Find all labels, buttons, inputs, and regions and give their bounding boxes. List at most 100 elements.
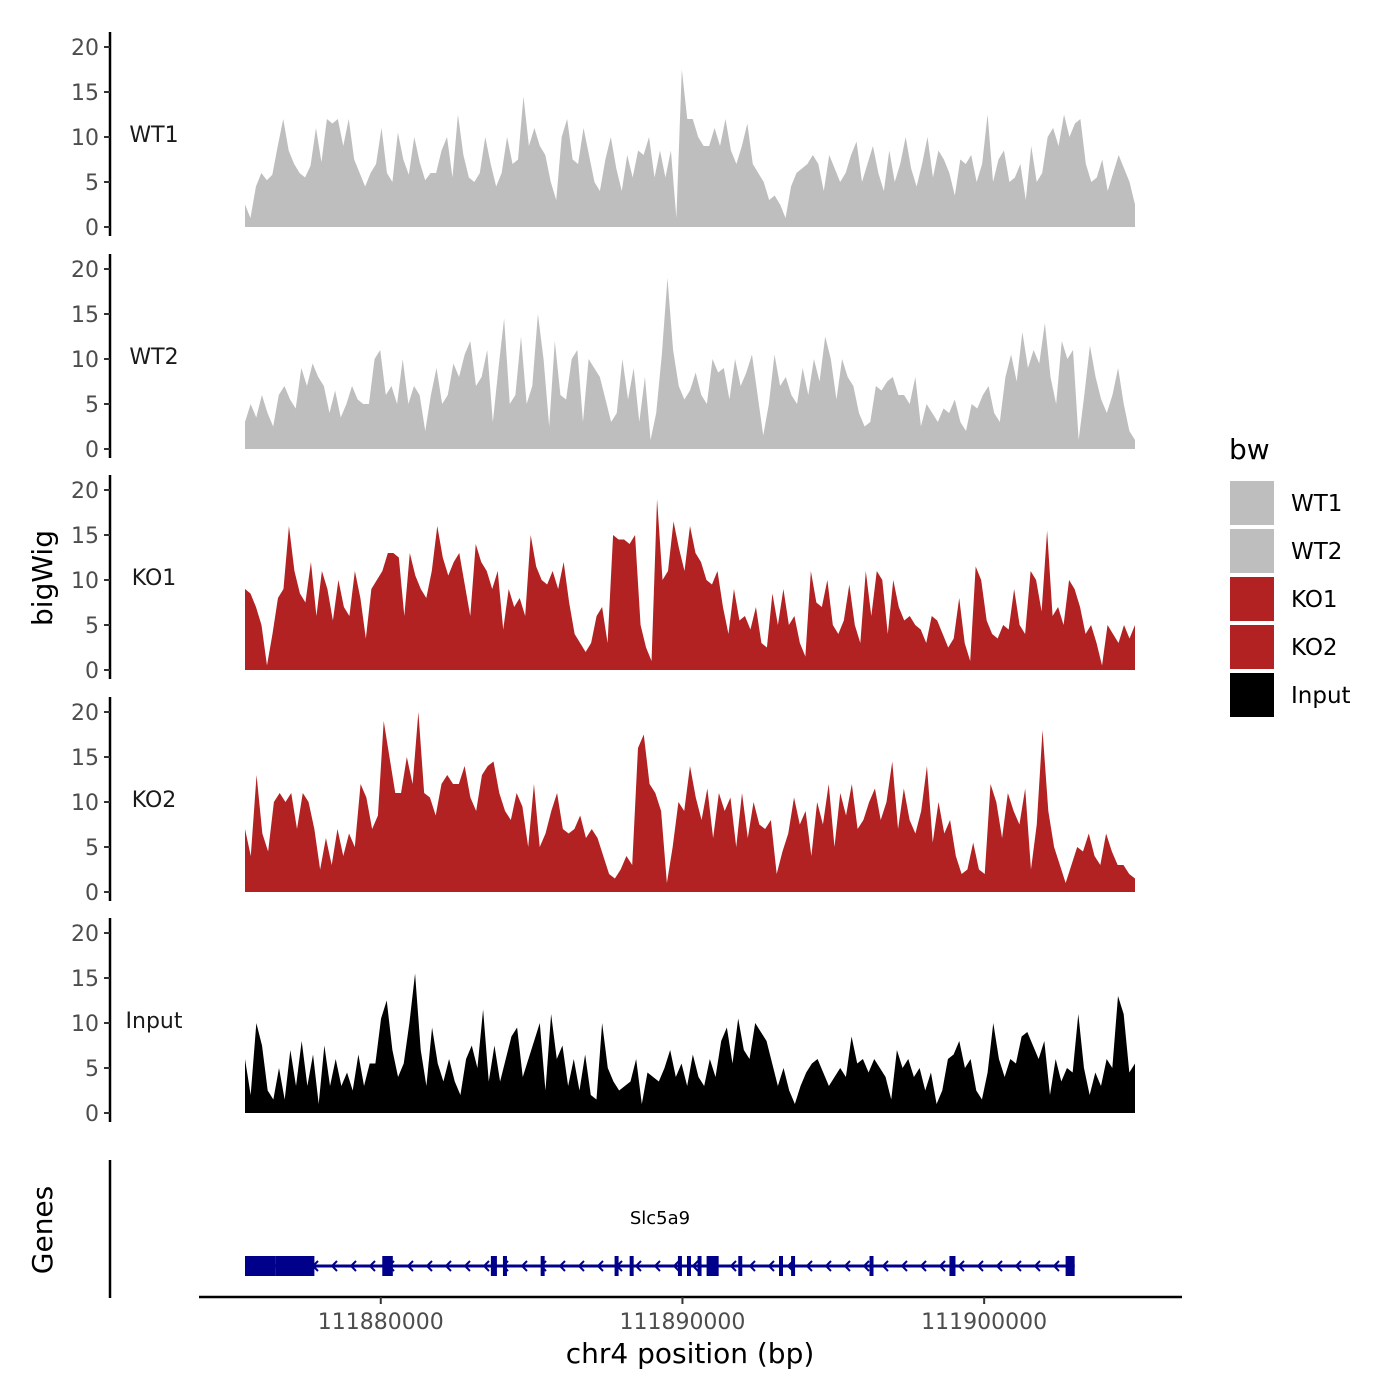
y-tick-label: 10 [71, 126, 99, 151]
strand-arrow [577, 1260, 585, 1272]
y-tick-label: 0 [85, 881, 99, 906]
track-input: 0 5 10 15 20 Input [71, 918, 1135, 1127]
x-tick-label: 111880000 [318, 1310, 444, 1335]
exon [245, 1256, 276, 1276]
strand-arrow [691, 1260, 699, 1272]
strand-arrow [824, 1260, 832, 1272]
y-axis-title-genes: Genes [26, 1186, 59, 1274]
coverage-area-input [245, 973, 1135, 1113]
strand-arrow [938, 1260, 946, 1272]
y-tick-label: 0 [85, 659, 99, 684]
coverage-area-ko1 [245, 499, 1135, 670]
track-wt2: 0 5 10 15 20 WT2 [71, 254, 1135, 463]
legend-label-input: Input [1291, 683, 1351, 709]
gene-track: Slc5a9 [108, 1160, 1075, 1298]
strand-arrow [520, 1260, 528, 1272]
exon [677, 1256, 682, 1276]
track-label-input: Input [126, 1009, 183, 1034]
y-axis-title-bigwig: bigWig [26, 530, 59, 626]
y-tick-label: 5 [85, 1057, 99, 1082]
strand-arrow [425, 1260, 433, 1272]
y-tick-label: 15 [71, 303, 99, 328]
y-tick-label: 5 [85, 836, 99, 861]
legend: bw WT1 WT2 KO1 KO2 Input [1228, 433, 1351, 719]
strand-arrow [767, 1260, 775, 1272]
strand-arrow [482, 1260, 490, 1272]
strand-arrow [349, 1260, 357, 1272]
legend-label-wt2: WT2 [1291, 539, 1342, 565]
y-tick-label: 10 [71, 348, 99, 373]
y-tick-label: 5 [85, 393, 99, 418]
strand-arrow [330, 1260, 338, 1272]
exon [779, 1256, 783, 1276]
strand-arrow [881, 1260, 889, 1272]
exon [502, 1256, 507, 1276]
y-tick-label: 0 [85, 1102, 99, 1127]
y-tick-label: 15 [71, 81, 99, 106]
y-tick-label: 10 [71, 1012, 99, 1037]
y-tick-label: 20 [71, 701, 99, 726]
strand-arrow [805, 1260, 813, 1272]
strand-arrow [558, 1260, 566, 1272]
exon [1065, 1256, 1075, 1276]
coverage-area-ko2 [245, 712, 1135, 892]
exon [706, 1256, 719, 1276]
x-axis-title: chr4 position (bp) [566, 1337, 815, 1370]
legend-key-input [1228, 671, 1276, 719]
y-tick-label: 15 [71, 524, 99, 549]
track-ko2: 0 5 10 15 20 KO2 [71, 697, 1135, 906]
exon [791, 1256, 796, 1276]
y-tick-label: 15 [71, 746, 99, 771]
legend-key-ko1 [1228, 575, 1276, 623]
strand-arrow [1052, 1260, 1060, 1272]
y-tick-label: 10 [71, 569, 99, 594]
exon [540, 1256, 545, 1276]
strand-arrow [672, 1260, 680, 1272]
exon [490, 1256, 497, 1276]
strand-arrow [976, 1260, 984, 1272]
exon [686, 1256, 691, 1276]
legend-label-ko2: KO2 [1291, 635, 1338, 661]
strand-arrow [919, 1260, 927, 1272]
y-tick-label: 20 [71, 479, 99, 504]
y-tick-label: 15 [71, 967, 99, 992]
legend-key-wt2 [1228, 527, 1276, 575]
strand-arrow [596, 1260, 604, 1272]
y-tick-label: 5 [85, 171, 99, 196]
strand-arrow [748, 1260, 756, 1272]
y-tick-label: 20 [71, 922, 99, 947]
x-tick-label: 111900000 [921, 1310, 1047, 1335]
exon [869, 1256, 874, 1276]
exon [949, 1256, 956, 1276]
strand-arrow [444, 1260, 452, 1272]
y-tick-label: 20 [71, 258, 99, 283]
strand-arrow [368, 1260, 376, 1272]
strand-arrow [406, 1260, 414, 1272]
strand-arrow [729, 1260, 737, 1272]
exon [738, 1256, 743, 1276]
y-tick-label: 20 [71, 36, 99, 61]
legend-key-wt1 [1228, 479, 1276, 527]
exon [382, 1256, 393, 1276]
strand-arrow [653, 1260, 661, 1272]
exon [614, 1256, 619, 1276]
exon [629, 1256, 634, 1276]
strand-arrow [843, 1260, 851, 1272]
gene-name-label: Slc5a9 [630, 1208, 690, 1229]
coverage-area-wt1 [245, 69, 1135, 227]
legend-label-wt1: WT1 [1291, 491, 1342, 517]
track-ko1: 0 5 10 15 20 KO1 [71, 475, 1135, 684]
strand-arrow [463, 1260, 471, 1272]
y-tick-label: 0 [85, 216, 99, 241]
track-label-ko2: KO2 [132, 788, 177, 813]
y-tick-label: 0 [85, 438, 99, 463]
exon [697, 1256, 702, 1276]
x-tick-label: 111890000 [619, 1310, 745, 1335]
strand-arrow [900, 1260, 908, 1272]
strand-arrow [634, 1260, 642, 1272]
strand-arrow [1014, 1260, 1022, 1272]
strand-arrow [1033, 1260, 1041, 1272]
legend-label-ko1: KO1 [1291, 587, 1338, 613]
